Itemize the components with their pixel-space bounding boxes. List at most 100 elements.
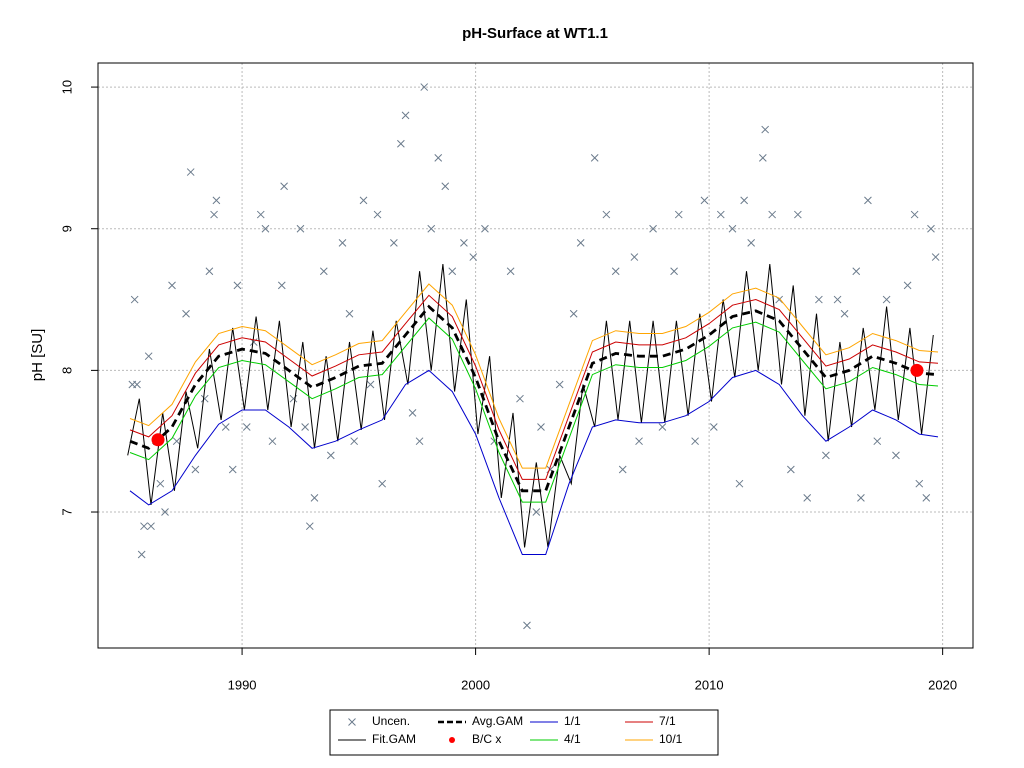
data-point	[168, 281, 176, 290]
series-line	[129, 294, 939, 480]
data-point	[852, 267, 861, 276]
data-point	[864, 196, 872, 205]
data-point	[728, 224, 737, 233]
data-point	[915, 479, 924, 488]
data-point	[427, 224, 436, 233]
data-point	[635, 437, 643, 446]
data-point	[212, 196, 221, 205]
legend-label: Avg.GAM	[472, 714, 523, 728]
data-point	[345, 309, 354, 318]
data-point	[140, 522, 148, 531]
data-point	[200, 394, 209, 403]
data-point	[137, 550, 146, 559]
data-point	[691, 437, 699, 446]
data-point	[182, 309, 190, 318]
data-point	[147, 522, 155, 531]
data-point	[537, 423, 545, 431]
y-tick-label: 7	[59, 508, 74, 515]
data-point	[555, 380, 564, 389]
data-point	[448, 267, 457, 276]
legend-symbol	[449, 737, 455, 743]
data-point	[602, 210, 611, 219]
data-point	[569, 309, 578, 318]
x-tick-label: 2020	[928, 677, 957, 692]
data-point	[590, 154, 599, 162]
legend-label: B/C x	[472, 732, 501, 746]
data-point	[415, 437, 424, 446]
y-tick-label: 9	[59, 225, 74, 232]
data-point	[441, 182, 450, 191]
data-point	[611, 267, 620, 276]
series-line	[129, 317, 939, 503]
legend-label: 10/1	[659, 732, 683, 746]
data-point	[408, 409, 417, 417]
data-point	[144, 352, 153, 361]
data-point	[674, 210, 683, 219]
y-tick-label: 10	[59, 80, 74, 94]
data-point	[373, 210, 382, 219]
data-point	[289, 394, 298, 403]
data-point	[903, 281, 912, 290]
legend-symbol	[348, 718, 356, 726]
data-point	[857, 494, 865, 502]
data-point	[747, 239, 756, 247]
data-point	[133, 380, 141, 389]
data-point	[658, 423, 667, 431]
series-line	[127, 264, 934, 548]
plot-frame	[97, 62, 974, 649]
data-point	[516, 394, 524, 403]
data-point	[130, 295, 139, 304]
data-point	[296, 224, 305, 233]
data-point	[787, 465, 795, 474]
data-point	[927, 224, 935, 233]
data-point	[401, 111, 410, 120]
series-line	[129, 283, 939, 469]
data-point	[716, 210, 725, 219]
data-point	[420, 83, 429, 91]
data-point	[338, 239, 347, 247]
data-point	[649, 224, 657, 233]
data-point	[397, 139, 405, 148]
data-point	[469, 253, 478, 261]
data-point	[481, 224, 489, 233]
data-point	[186, 168, 195, 176]
data-point	[910, 363, 924, 377]
data-point	[378, 479, 387, 488]
data-point	[803, 494, 812, 502]
data-point	[761, 125, 770, 134]
data-point	[910, 210, 919, 219]
data-point	[794, 210, 802, 219]
data-point	[366, 380, 375, 389]
data-point	[161, 508, 169, 516]
data-point	[205, 267, 214, 276]
data-point	[151, 433, 165, 447]
series-line	[129, 369, 939, 555]
legend-label: Uncen.	[372, 714, 410, 728]
data-point	[390, 239, 398, 247]
data-point	[931, 253, 940, 261]
y-axis-label: pH [SU]	[29, 329, 46, 382]
data-point	[228, 465, 237, 474]
data-point	[532, 508, 541, 516]
legend-box	[329, 709, 719, 756]
data-point	[277, 281, 286, 290]
data-point	[268, 437, 277, 446]
chart-title: pH-Surface at WT1.1	[462, 25, 608, 42]
data-point	[172, 437, 181, 446]
legend-label: 7/1	[659, 714, 676, 728]
data-point	[221, 423, 230, 431]
data-point	[740, 196, 749, 205]
data-point	[506, 267, 515, 276]
x-tick-label: 2010	[695, 677, 724, 692]
data-point	[523, 621, 531, 630]
data-point	[326, 451, 335, 460]
data-point	[280, 182, 288, 191]
data-point	[630, 253, 639, 261]
data-point	[892, 451, 900, 460]
data-point	[305, 522, 314, 531]
data-point	[833, 295, 842, 304]
data-point	[460, 239, 468, 247]
x-tick-label: 1990	[228, 677, 257, 692]
